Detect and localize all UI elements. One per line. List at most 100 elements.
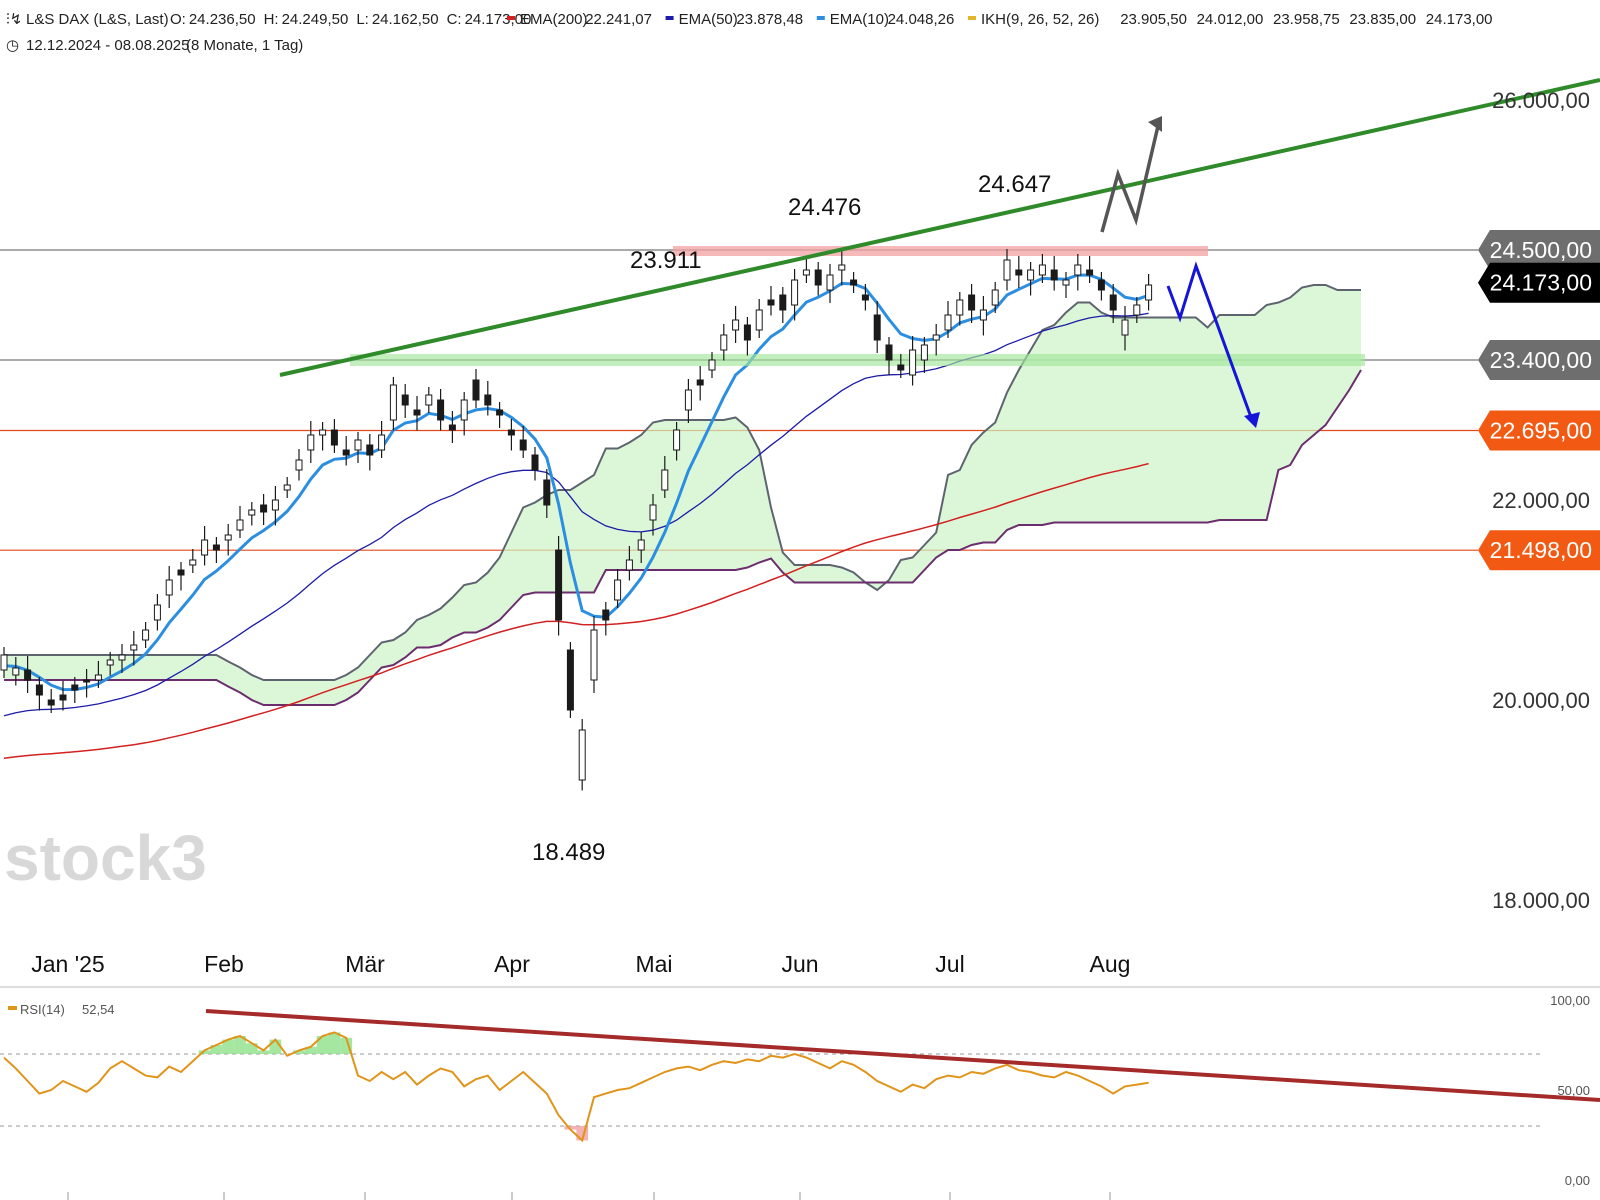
price-label[interactable]: 24.173,00	[1478, 262, 1600, 303]
candle[interactable]	[106, 652, 114, 676]
indicator-name[interactable]: EMA(10)	[830, 11, 889, 28]
price-label[interactable]: 24.500,00	[1478, 230, 1600, 270]
candle[interactable]	[130, 631, 138, 666]
candle[interactable]	[189, 549, 197, 573]
candle[interactable]	[472, 369, 480, 408]
candle[interactable]	[71, 677, 79, 703]
candle[interactable]	[507, 419, 515, 451]
candle[interactable]	[826, 264, 834, 303]
candle[interactable]	[389, 377, 397, 431]
candle[interactable]	[566, 642, 574, 718]
candle[interactable]	[153, 594, 161, 631]
candle[interactable]	[625, 546, 633, 581]
uptrend-line[interactable]	[279, 78, 1600, 377]
candle[interactable]	[366, 434, 374, 471]
candle[interactable]	[425, 387, 433, 413]
candle[interactable]	[590, 616, 598, 693]
candle[interactable]	[413, 396, 421, 431]
candle[interactable]	[24, 656, 32, 693]
candle[interactable]	[212, 537, 220, 563]
candle[interactable]	[401, 384, 409, 418]
candle[interactable]	[35, 677, 43, 711]
chart-type-icon[interactable]: ⫶↯	[6, 11, 22, 28]
candle[interactable]	[968, 284, 976, 323]
candle[interactable]	[1145, 274, 1153, 311]
candle[interactable]	[1003, 249, 1011, 291]
candle[interactable]	[83, 669, 91, 698]
candle[interactable]	[165, 566, 173, 608]
candle[interactable]	[295, 449, 303, 481]
candle[interactable]	[649, 494, 657, 536]
candle[interactable]	[802, 256, 810, 283]
candle[interactable]	[684, 379, 692, 423]
candle[interactable]	[602, 602, 610, 636]
candle[interactable]	[1121, 306, 1129, 351]
candle[interactable]	[1109, 284, 1117, 323]
candle[interactable]	[319, 422, 327, 451]
candle[interactable]	[637, 532, 645, 563]
candle[interactable]	[460, 392, 468, 436]
candle[interactable]	[248, 502, 256, 526]
candle[interactable]	[909, 336, 917, 386]
candle[interactable]	[142, 622, 150, 648]
candle[interactable]	[720, 324, 728, 361]
candle[interactable]	[224, 524, 232, 556]
candle[interactable]	[201, 526, 209, 566]
candle[interactable]	[991, 282, 999, 313]
candle[interactable]	[932, 324, 940, 356]
candle[interactable]	[378, 421, 386, 458]
candle[interactable]	[861, 284, 869, 311]
candle[interactable]	[543, 469, 551, 518]
candle[interactable]	[732, 306, 740, 343]
candle[interactable]	[555, 536, 563, 636]
candle[interactable]	[661, 456, 669, 498]
bull-scenario-arrow[interactable]	[1100, 125, 1160, 233]
candle[interactable]	[1133, 297, 1141, 323]
candle[interactable]	[354, 432, 362, 463]
candle[interactable]	[0, 647, 8, 678]
candle[interactable]	[448, 411, 456, 443]
candle[interactable]	[1038, 254, 1046, 283]
candle[interactable]	[177, 562, 185, 591]
candle[interactable]	[696, 366, 704, 401]
candle[interactable]	[755, 299, 763, 338]
candle[interactable]	[814, 262, 822, 296]
bear-scenario-arrow[interactable]	[1166, 261, 1254, 421]
candle[interactable]	[920, 337, 928, 373]
candle[interactable]	[260, 494, 268, 525]
candle[interactable]	[791, 269, 799, 321]
indicator-name[interactable]: EMA(200)	[520, 11, 588, 28]
candle[interactable]	[531, 447, 539, 481]
candle[interactable]	[47, 689, 55, 713]
candle[interactable]	[614, 569, 622, 608]
price-label[interactable]: 22.695,00	[1478, 410, 1600, 451]
candle[interactable]	[850, 272, 858, 293]
candle[interactable]	[1050, 256, 1058, 291]
candle[interactable]	[519, 426, 527, 458]
candle[interactable]	[118, 644, 126, 673]
candle[interactable]	[779, 287, 787, 323]
candle[interactable]	[1015, 256, 1023, 288]
candle[interactable]	[1086, 256, 1094, 283]
candle[interactable]	[12, 657, 20, 686]
candle[interactable]	[496, 402, 504, 428]
candle[interactable]	[743, 317, 751, 356]
candle[interactable]	[484, 381, 492, 416]
candle[interactable]	[271, 486, 279, 526]
price-label[interactable]: 23.400,00	[1478, 340, 1600, 380]
candle[interactable]	[1027, 262, 1035, 296]
indicator-name[interactable]: EMA(50)	[679, 11, 738, 28]
candle[interactable]	[283, 477, 291, 498]
price-label[interactable]: 21.498,00	[1478, 530, 1600, 571]
candle[interactable]	[342, 436, 350, 466]
candle[interactable]	[578, 719, 586, 791]
candle[interactable]	[307, 421, 315, 463]
candle[interactable]	[236, 506, 244, 538]
candle[interactable]	[437, 389, 445, 431]
candle[interactable]	[873, 301, 881, 353]
candle[interactable]	[956, 292, 964, 326]
candle[interactable]	[838, 251, 846, 286]
candle[interactable]	[1074, 254, 1082, 291]
rsi-downtrend-line[interactable]	[205, 1009, 1600, 1102]
candle[interactable]	[330, 419, 338, 453]
